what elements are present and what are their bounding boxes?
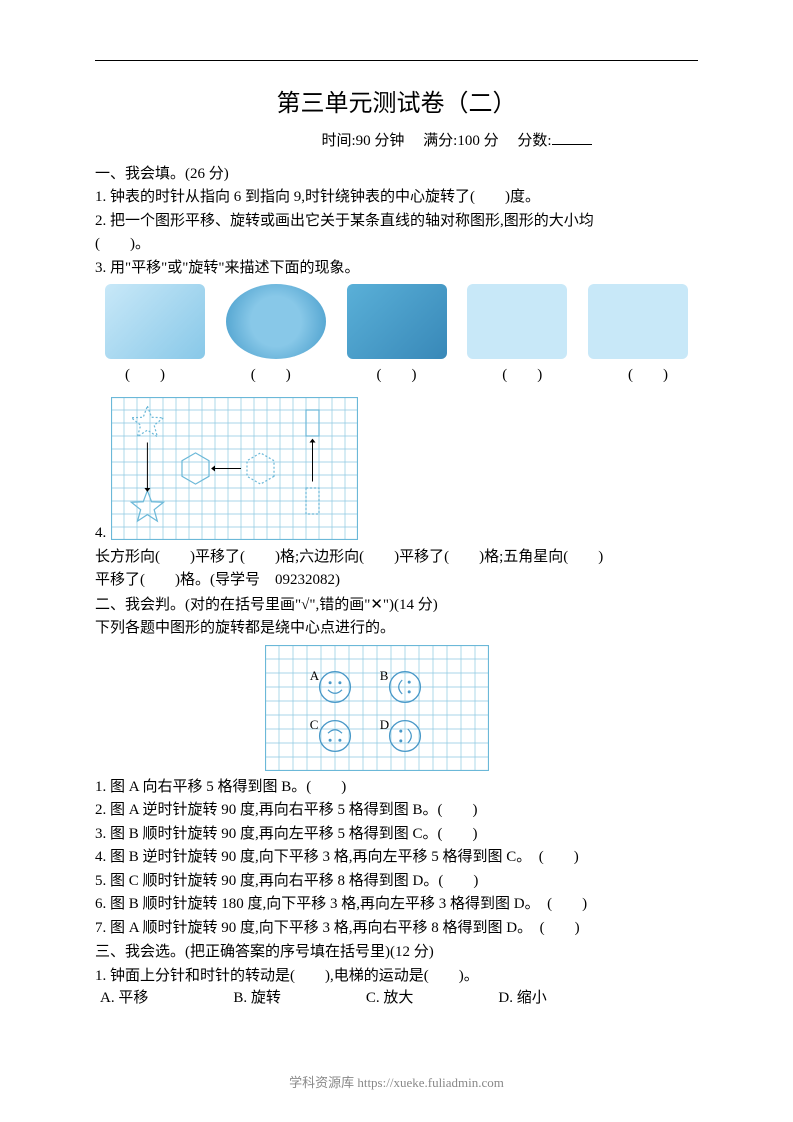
choice-b[interactable]: B. 旋转 xyxy=(233,987,281,1010)
svg-text:B: B xyxy=(380,668,389,683)
s2-q6: 6. 图 B 顺时针旋转 180 度,向下平移 3 格,再向左平移 3 格得到图… xyxy=(95,893,698,916)
image-steering xyxy=(226,284,326,359)
s2-q5: 5. 图 C 顺时针旋转 90 度,再向右平移 8 格得到图 D。( ) xyxy=(95,870,698,893)
subtitle: 时间:90 分钟 满分:100 分 分数: xyxy=(95,130,698,153)
s1-q3: 3. 用"平移"或"旋转"来描述下面的现象。 xyxy=(95,257,698,280)
section2-header: 二、我会判。(对的在括号里画"√",错的画"✕")(14 分) xyxy=(95,594,698,617)
s3-choices: A. 平移 B. 旋转 C. 放大 D. 缩小 xyxy=(95,987,698,1010)
svg-text:A: A xyxy=(310,668,320,683)
images-row xyxy=(95,284,698,359)
brackets-row: ( ) ( ) ( ) ( ) ( ) xyxy=(95,364,698,387)
bracket-2[interactable]: ( ) xyxy=(251,364,291,387)
page-title: 第三单元测试卷（二） xyxy=(95,86,698,122)
s2-q7: 7. 图 A 顺时针旋转 90 度,向下平移 3 格,再向右平移 8 格得到图 … xyxy=(95,917,698,940)
svg-text:C: C xyxy=(310,717,319,732)
s2-q4: 4. 图 B 逆时针旋转 90 度,向下平移 3 格,再向左平移 5 格得到图 … xyxy=(95,846,698,869)
full-score-label: 满分:100 分 xyxy=(423,133,498,149)
bracket-4[interactable]: ( ) xyxy=(502,364,542,387)
image-helicopter xyxy=(467,284,567,359)
top-divider xyxy=(95,60,698,61)
s1-q4-text1: 长方形向( )平移了( )格;六边形向( )平移了( )格;五角星向( ) xyxy=(95,546,698,569)
s1-q1: 1. 钟表的时针从指向 6 到指向 9,时针绕钟表的中心旋转了( )度。 xyxy=(95,186,698,209)
s2-q3: 3. 图 B 顺时针旋转 90 度,再向左平移 5 格得到图 C。( ) xyxy=(95,823,698,846)
grid2-svg: A B C D xyxy=(265,645,489,771)
svg-text:D: D xyxy=(380,717,389,732)
s3-q1: 1. 钟面上分针和时针的转动是( ),电梯的运动是( )。 xyxy=(95,965,698,988)
grid1-svg xyxy=(111,397,358,540)
image-drawer xyxy=(347,284,447,359)
time-label: 时间:90 分钟 xyxy=(321,133,404,149)
s1-q4-label: 4. xyxy=(95,522,106,545)
s1-q2b: ( )。 xyxy=(95,233,698,256)
choice-c[interactable]: C. 放大 xyxy=(366,987,414,1010)
footer: 学科资源库 https://xueke.fuliadmin.com xyxy=(0,1073,793,1093)
bracket-3[interactable]: ( ) xyxy=(377,364,417,387)
s2-q1: 1. 图 A 向右平移 5 格得到图 B。( ) xyxy=(95,776,698,799)
image-abacus xyxy=(105,284,205,359)
s1-q2: 2. 把一个图形平移、旋转或画出它关于某条直线的轴对称图形,图形的大小均 xyxy=(95,210,698,233)
grid2-container: A B C D xyxy=(265,645,698,771)
s2-q2: 2. 图 A 逆时针旋转 90 度,再向右平移 5 格得到图 B。( ) xyxy=(95,799,698,822)
score-blank[interactable] xyxy=(552,144,592,145)
s2-intro: 下列各题中图形的旋转都是绕中心点进行的。 xyxy=(95,617,698,640)
grid1-container xyxy=(111,397,358,540)
score-label: 分数: xyxy=(517,133,551,149)
bracket-1[interactable]: ( ) xyxy=(125,364,165,387)
choice-a[interactable]: A. 平移 xyxy=(100,987,148,1010)
s1-q4-text2: 平移了( )格。(导学号 09232082) xyxy=(95,569,698,592)
section1-header: 一、我会填。(26 分) xyxy=(95,163,698,186)
bracket-5[interactable]: ( ) xyxy=(628,364,668,387)
choice-d[interactable]: D. 缩小 xyxy=(498,987,546,1010)
section3-header: 三、我会选。(把正确答案的序号填在括号里)(12 分) xyxy=(95,941,698,964)
image-pinwheel xyxy=(588,284,688,359)
